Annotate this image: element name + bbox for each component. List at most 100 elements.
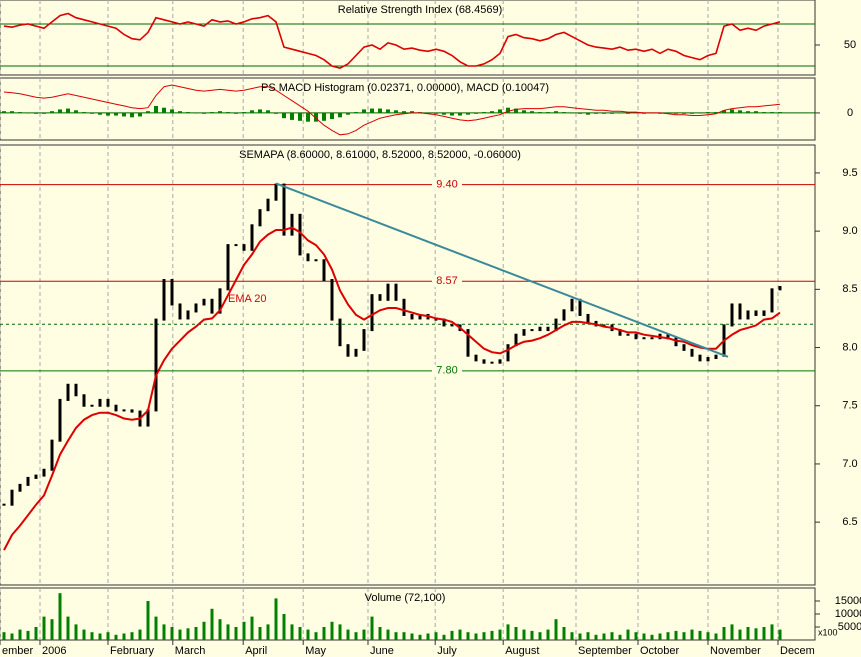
histogram-bar <box>770 112 774 113</box>
volume-bar <box>234 627 238 640</box>
price-bar <box>682 344 686 351</box>
price-bar <box>10 489 14 506</box>
price-bar <box>778 286 782 291</box>
histogram-bar <box>234 112 238 114</box>
histogram-bar <box>482 112 486 113</box>
price-bar <box>642 337 646 340</box>
volume-bar <box>458 629 462 640</box>
histogram-bar <box>170 109 174 113</box>
price-bar <box>394 283 398 301</box>
price-bar <box>186 310 190 320</box>
histogram-bar <box>682 112 686 114</box>
volume-bar <box>66 616 70 640</box>
histogram-bar <box>306 112 310 122</box>
volume-bar <box>762 627 766 640</box>
volume-bar <box>354 632 358 640</box>
y-tick-label: 10000 <box>835 608 861 620</box>
x-tick-label: March <box>175 645 206 657</box>
volume-bar <box>474 633 478 640</box>
volume-bar <box>498 629 502 640</box>
price-bar <box>474 354 478 362</box>
y-tick-label: 8.0 <box>842 341 857 353</box>
price-bar <box>738 303 742 320</box>
histogram-bar <box>442 112 446 115</box>
volume-bar <box>266 624 270 640</box>
price-bar <box>42 468 46 477</box>
histogram-bar <box>570 112 574 114</box>
panel <box>0 77 816 141</box>
level-label-bg <box>432 275 462 288</box>
price-bar <box>466 329 470 357</box>
volume-bar <box>778 629 782 640</box>
volume-bar <box>690 629 694 640</box>
histogram-bar <box>634 112 638 114</box>
macd-line <box>3 84 781 136</box>
volume-bar <box>2 632 6 640</box>
level-label: 9.40 <box>436 178 457 190</box>
price-bar <box>242 244 246 251</box>
panel-title: Relative Strength Index (68.4569) <box>338 4 503 16</box>
price-bar <box>410 313 414 320</box>
level-label-bg <box>432 178 462 191</box>
volume-bar <box>154 616 158 640</box>
price-bar <box>770 288 774 313</box>
panel-title: Volume (72,100) <box>365 592 446 604</box>
volume-bar <box>194 627 198 640</box>
panel-title: PS MACD Histogram (0.02371, 0.00000), MA… <box>261 82 549 94</box>
histogram-bar <box>378 108 382 113</box>
histogram-bar <box>122 112 126 117</box>
volume-bar <box>50 619 54 640</box>
volume-bar <box>698 630 702 640</box>
histogram-bar <box>450 112 454 116</box>
histogram-bar <box>706 112 710 113</box>
price-bar <box>666 333 670 340</box>
volume-bar <box>522 629 526 640</box>
unit-label: x100 <box>818 627 838 637</box>
histogram-bar <box>458 112 462 116</box>
y-tick-label: 9.5 <box>842 167 857 179</box>
histogram-bar <box>186 112 190 113</box>
histogram-bar <box>602 112 606 114</box>
histogram-bar <box>178 111 182 113</box>
volume-bar <box>122 633 126 640</box>
volume-bar <box>658 633 662 640</box>
volume-bar <box>746 627 750 640</box>
price-bar <box>746 310 750 320</box>
price-bar <box>226 244 230 291</box>
y-tick-label: 15000 <box>835 595 861 607</box>
price-bar <box>322 259 326 282</box>
volume-bar <box>674 630 678 640</box>
price-bar <box>522 329 526 336</box>
volume-bar <box>42 616 46 640</box>
volume-bar <box>706 632 710 640</box>
x-tick-label: April <box>245 645 267 657</box>
volume-bar <box>170 627 174 640</box>
histogram-bar <box>354 112 358 113</box>
histogram-bar <box>26 112 30 114</box>
price-bar <box>194 303 198 313</box>
histogram-bar <box>722 110 726 113</box>
y-tick-label: 7.0 <box>842 458 857 470</box>
volume-bar <box>594 634 598 640</box>
volume-bar <box>562 627 566 640</box>
price-bar <box>498 359 502 364</box>
price-bar <box>618 329 622 336</box>
volume-bar <box>570 632 574 640</box>
y-tick-label: 9.0 <box>842 225 857 237</box>
volume-bar <box>274 598 278 640</box>
histogram-bar <box>506 107 510 113</box>
volume-bar <box>554 619 558 640</box>
volume-bar <box>90 632 94 640</box>
histogram-bar <box>754 111 758 113</box>
histogram-bar <box>146 111 150 113</box>
histogram-bar <box>386 109 390 113</box>
histogram-bar <box>778 112 782 113</box>
price-bar <box>178 303 182 320</box>
volume-bar <box>634 632 638 640</box>
histogram-bar <box>266 110 270 113</box>
price-bar <box>690 348 694 357</box>
volume-bar <box>370 616 374 640</box>
histogram-bar <box>322 112 326 121</box>
volume-bar <box>738 629 742 640</box>
